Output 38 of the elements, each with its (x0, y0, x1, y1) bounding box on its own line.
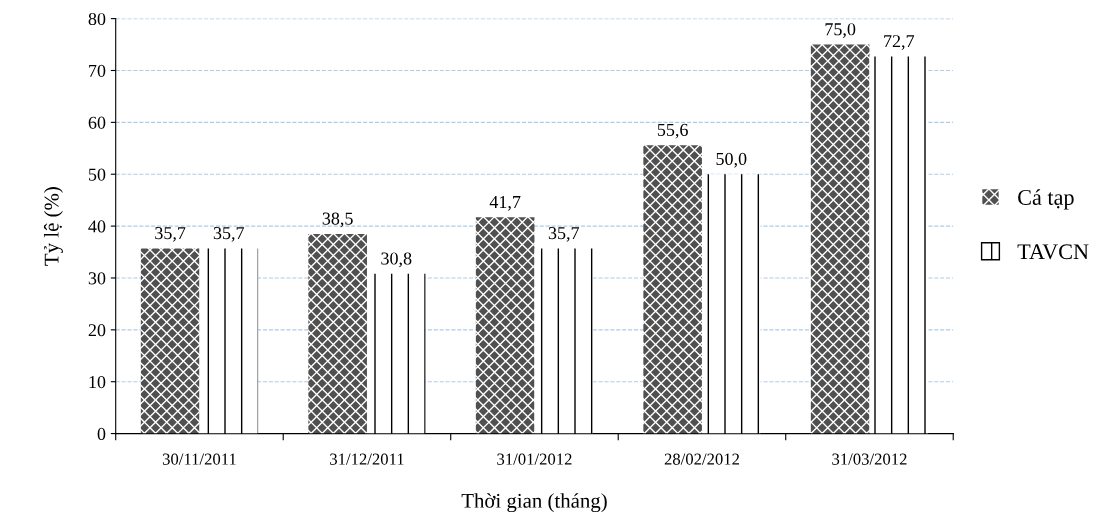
bar (701, 174, 761, 434)
bar (366, 273, 426, 434)
x-tick-label: 28/02/2012 (664, 453, 740, 465)
data-label: 35,7 (548, 227, 580, 242)
x-tick-label: 30/11/2011 (162, 453, 236, 465)
bar (869, 56, 929, 434)
y-tick-label: 60 (88, 116, 106, 129)
y-tick-label: 20 (88, 324, 106, 337)
y-tick-label: 0 (97, 427, 106, 441)
bar (308, 233, 367, 434)
data-label: 35,7 (213, 227, 245, 242)
bar (643, 145, 702, 434)
y-tick-label: 30 (88, 272, 106, 285)
bar (140, 248, 200, 434)
y-axis-title: Tỷ lệ (%) (43, 187, 63, 266)
bar (810, 44, 870, 434)
y-tick-label: 40 (88, 220, 106, 233)
legend-label: Cá tạp (1018, 189, 1074, 210)
data-label: 75,0 (825, 23, 856, 38)
data-label: 35,7 (155, 227, 186, 242)
data-label: 41,7 (489, 195, 521, 211)
bar (475, 217, 535, 434)
data-label: 38,5 (322, 212, 353, 228)
data-label: 50,0 (716, 152, 747, 168)
y-tick-label: 50 (88, 168, 106, 181)
y-tick-label: 10 (89, 375, 106, 389)
x-tick-label: 31/03/2012 (832, 453, 907, 465)
legend-label: TAVCN (1017, 244, 1089, 260)
x-axis-title: Thời gian (tháng) (461, 493, 607, 513)
data-label: 72,7 (884, 35, 915, 50)
y-tick-label: 80 (88, 12, 106, 26)
bar (534, 248, 594, 434)
y-tick-label: 70 (89, 64, 106, 77)
x-tick-label: 31/12/2011 (330, 453, 404, 465)
data-label: 55,6 (657, 123, 688, 139)
bar (199, 248, 259, 434)
data-label: 30,8 (381, 252, 412, 268)
x-tick-label: 31/01/2012 (497, 453, 572, 465)
